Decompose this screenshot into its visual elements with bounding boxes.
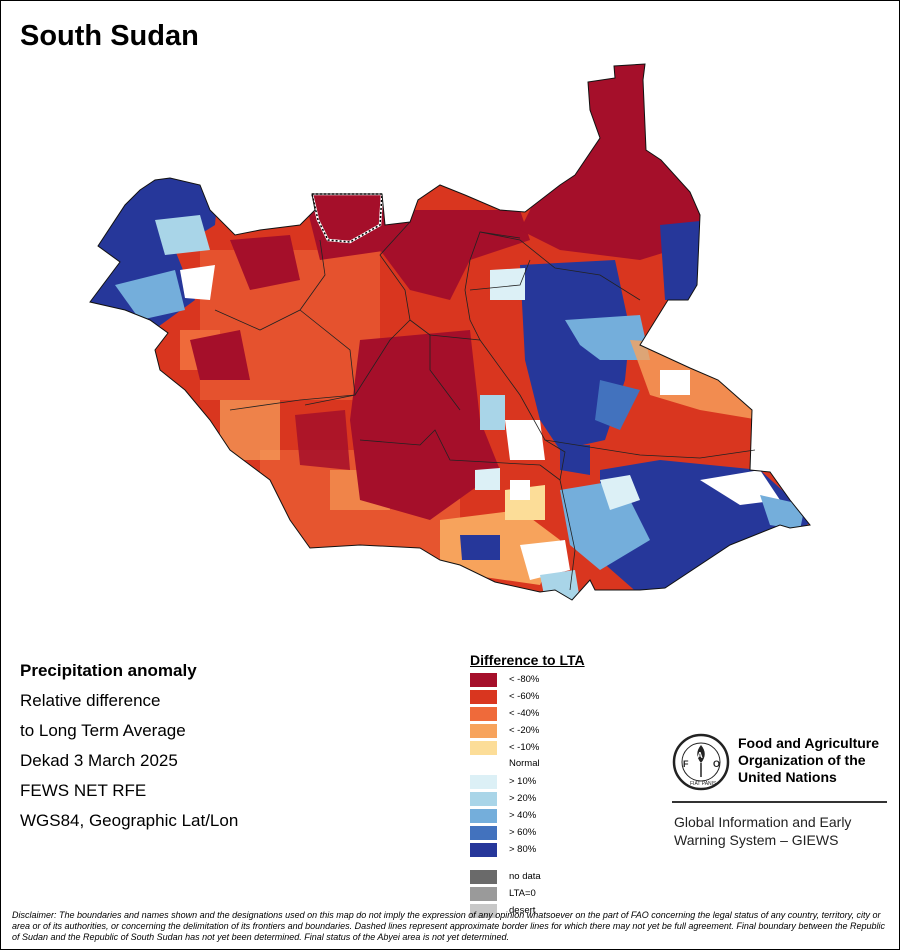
admin-boundaries (214, 221, 756, 591)
legend-extra-label: LTA=0 (509, 888, 536, 899)
legend-items: < -80% < -60% < -40% < -20% < -10% Normal > 10… (470, 672, 630, 859)
legend-item-swatch (470, 690, 497, 704)
info-line-3: Dekad 3 March 2025 (20, 751, 178, 770)
legend-item-label: < -40% (509, 708, 540, 719)
legend-item-swatch (470, 741, 497, 755)
legend-item-row: < -60% (470, 689, 630, 706)
legend-item-label: < -80% (509, 674, 540, 685)
fao-name-line-2: Organization of the (738, 752, 866, 768)
fao-divider (672, 801, 887, 803)
legend-extra-label: desert (509, 905, 536, 916)
fao-name-line-3: United Nations (738, 769, 837, 785)
info-line-4: FEWS NET RFE (20, 781, 147, 800)
legend-item-swatch (470, 775, 497, 789)
svg-text:A: A (697, 751, 703, 760)
legend-item-row: Normal (470, 757, 630, 774)
legend-item-row: > 10% (470, 774, 630, 791)
legend-item-swatch (470, 792, 497, 806)
legend-extra-label: no data (509, 871, 541, 882)
legend-extra-swatch (470, 887, 497, 901)
legend-item-row: > 40% (470, 808, 630, 825)
legend-item-swatch (470, 707, 497, 721)
info-line-2: to Long Term Average (20, 721, 186, 740)
legend-item-label: < -60% (509, 691, 540, 702)
map-info: Precipitation anomaly Relative differenc… (20, 656, 238, 836)
disclaimer: Disclaimer: The boundaries and names sho… (12, 910, 885, 942)
legend-extra-swatch (470, 904, 497, 918)
legend-item-label: > 40% (509, 810, 537, 821)
map-title: South Sudan (20, 20, 199, 52)
anomaly-map (89, 63, 811, 601)
info-line-1: Relative difference (20, 691, 161, 710)
legend-item-swatch (470, 826, 497, 840)
svg-text:O: O (713, 759, 720, 769)
legend-item-label: < -20% (509, 725, 540, 736)
legend-item-label: Normal (509, 758, 540, 769)
anomaly-raster (90, 64, 810, 600)
legend-extra-row: desert (470, 903, 630, 920)
legend-title: Difference to LTA (470, 652, 585, 668)
legend-item-row: < -40% (470, 706, 630, 723)
legend-item-label: > 60% (509, 827, 537, 838)
legend-item-label: < -10% (509, 742, 540, 753)
svg-text:FIAT PANIS: FIAT PANIS (690, 781, 717, 787)
legend: Difference to LTA < -80% < -60% < -40% < -2… (470, 652, 630, 920)
giews-line-1: Global Information and Early (674, 814, 852, 830)
legend-item-swatch (470, 673, 497, 687)
legend-item-row: > 60% (470, 825, 630, 842)
legend-extra: no data LTA=0 desert (470, 869, 630, 920)
legend-item-label: > 80% (509, 844, 537, 855)
fao-name: Food and Agriculture Organization of the… (738, 735, 888, 786)
legend-item-row: > 80% (470, 842, 630, 859)
legend-item-row: < -80% (470, 672, 630, 689)
giews-line-2: Warning System – GIEWS (674, 832, 839, 848)
fao-logo: F O A FIAT PANIS (672, 733, 730, 791)
legend-extra-row: no data (470, 869, 630, 886)
legend-item-row: < -10% (470, 740, 630, 757)
legend-extra-swatch (470, 870, 497, 884)
legend-item-label: > 10% (509, 776, 537, 787)
legend-item-swatch (470, 809, 497, 823)
legend-item-row: > 20% (470, 791, 630, 808)
info-heading: Precipitation anomaly (20, 661, 197, 680)
svg-text:F: F (683, 759, 689, 769)
giews-label: Global Information and Early Warning Sys… (674, 813, 889, 849)
legend-item-swatch (470, 724, 497, 738)
legend-item-label: > 20% (509, 793, 537, 804)
info-line-5: WGS84, Geographic Lat/Lon (20, 811, 239, 830)
legend-item-swatch (470, 843, 497, 857)
legend-extra-row: LTA=0 (470, 886, 630, 903)
fao-name-line-1: Food and Agriculture (738, 735, 880, 751)
legend-item-row: < -20% (470, 723, 630, 740)
